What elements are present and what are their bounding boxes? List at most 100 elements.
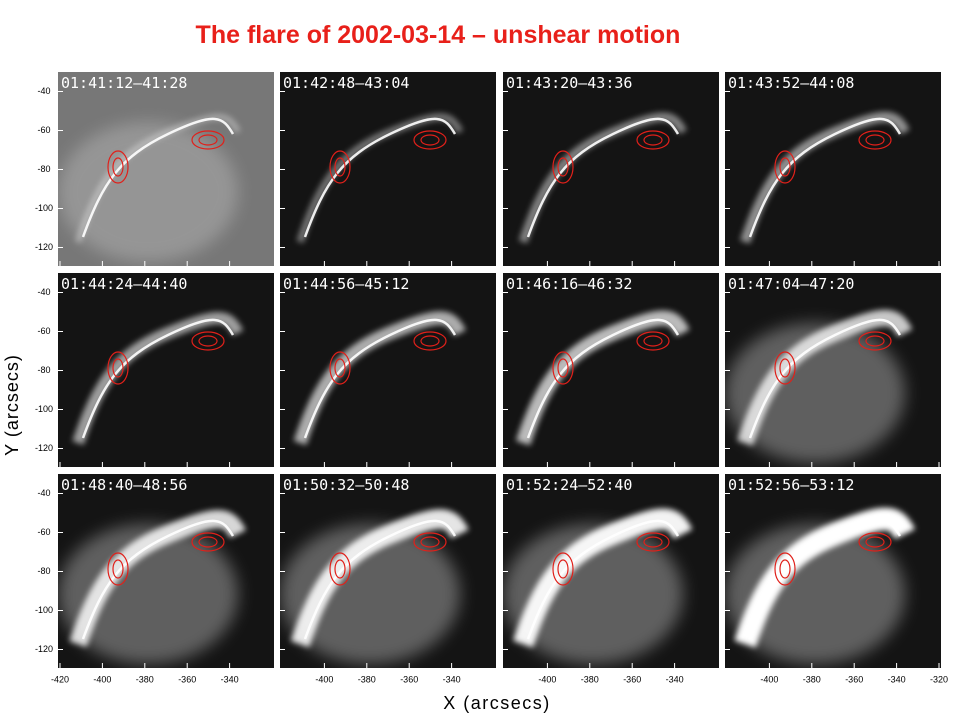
contour: [552, 150, 574, 184]
flare-core: [526, 519, 680, 640]
panel-label: 01:43:20–43:36: [506, 74, 632, 92]
contour: [413, 532, 447, 552]
glow: [725, 323, 905, 463]
y-tick-label: -80: [37, 164, 50, 174]
y-tick-label: -120: [35, 644, 53, 654]
flare-arc: [69, 510, 247, 647]
contour: [112, 358, 124, 378]
contour: [774, 552, 796, 586]
panel-label: 01:41:12–41:28: [61, 74, 187, 92]
contour: [858, 532, 892, 552]
contour: [557, 358, 569, 378]
flare-core: [526, 117, 680, 238]
panel-content: [725, 72, 941, 266]
contour: [334, 358, 346, 378]
x-tick-label: -340: [443, 674, 461, 684]
contour: [557, 559, 569, 579]
image-panel: 01:46:16–46:32: [503, 273, 719, 467]
image-panel: 01:50:32–50:48: [280, 474, 496, 668]
contour: [779, 358, 791, 378]
contour: [413, 331, 447, 351]
flare-core: [303, 519, 457, 640]
contour: [191, 130, 225, 150]
contour: [774, 150, 796, 184]
image-panel: 01:48:40–48:56: [58, 474, 274, 668]
flare-core: [748, 318, 902, 439]
panel-label: 01:52:24–52:40: [506, 476, 632, 494]
flare-arc: [513, 508, 693, 648]
contour: [858, 331, 892, 351]
flare-arc: [515, 310, 690, 446]
contour: [865, 335, 885, 347]
image-panel: 01:42:48–43:04: [280, 72, 496, 266]
contour: [552, 552, 574, 586]
contour: [329, 351, 351, 385]
y-tick-label: -60: [37, 527, 50, 537]
y-tick-label: -40: [37, 86, 50, 96]
panel-label: 01:47:04–47:20: [728, 275, 854, 293]
x-tick-label: -340: [888, 674, 906, 684]
contour: [112, 559, 124, 579]
panel-bg: [280, 273, 496, 467]
image-panel: 01:44:56–45:12: [280, 273, 496, 467]
contour: [334, 157, 346, 177]
contour: [420, 134, 440, 146]
contour: [329, 552, 351, 586]
contour: [198, 536, 218, 548]
y-tick-label: -80: [37, 566, 50, 576]
x-tick-label: -380: [803, 674, 821, 684]
panel-content: [725, 474, 941, 668]
y-tick-label: -120: [35, 443, 53, 453]
contour: [643, 134, 663, 146]
contour: [329, 150, 351, 184]
x-tick-label: -360: [623, 674, 641, 684]
panel-bg: [280, 72, 496, 266]
panel-label: 01:42:48–43:04: [283, 74, 409, 92]
y-tick-label: -100: [35, 203, 53, 213]
panel-label: 01:50:32–50:48: [283, 476, 409, 494]
x-tick-label: -380: [581, 674, 599, 684]
contour: [779, 157, 791, 177]
contour: [420, 335, 440, 347]
y-tick-label: -60: [37, 326, 50, 336]
x-tick-label: -380: [136, 674, 154, 684]
panel-bg: [58, 273, 274, 467]
contour: [112, 157, 124, 177]
panel-content: [725, 273, 941, 467]
contour: [334, 559, 346, 579]
x-tick-label: -320: [930, 674, 948, 684]
image-panel: 01:52:24–52:40: [503, 474, 719, 668]
panel-bg: [503, 273, 719, 467]
x-tick-label: -360: [400, 674, 418, 684]
flare-arc: [72, 312, 244, 445]
title: The flare of 2002-03-14 – unshear motion: [196, 21, 681, 49]
flare-core: [303, 117, 457, 238]
panel-content: [503, 72, 719, 266]
image-panel: 01:41:12–41:28: [58, 72, 274, 266]
panel-label: 01:44:24–44:40: [61, 275, 187, 293]
panel-label: 01:52:56–53:12: [728, 476, 854, 494]
y-axis-label: Y (arcsecs): [2, 354, 22, 456]
x-tick-label: -340: [666, 674, 684, 684]
y-tick-label: -100: [35, 404, 53, 414]
glow: [725, 524, 905, 664]
contour: [858, 130, 892, 150]
contour: [643, 536, 663, 548]
contour: [552, 351, 574, 385]
contour: [107, 150, 129, 184]
glow: [58, 524, 238, 664]
y-tick-label: -60: [37, 125, 50, 135]
panel-content: [280, 474, 496, 668]
image-panel: 01:47:04–47:20: [725, 273, 941, 467]
x-tick-label: -360: [178, 674, 196, 684]
y-tick-label: -40: [37, 287, 50, 297]
panel-content: [280, 273, 496, 467]
flare-arc: [293, 311, 467, 446]
x-tick-label: -400: [538, 674, 556, 684]
glow: [280, 524, 460, 664]
x-tick-label: -420: [51, 674, 69, 684]
x-tick-label: -380: [358, 674, 376, 684]
image-panel: 01:43:20–43:36: [503, 72, 719, 266]
panel-content: [58, 72, 274, 266]
